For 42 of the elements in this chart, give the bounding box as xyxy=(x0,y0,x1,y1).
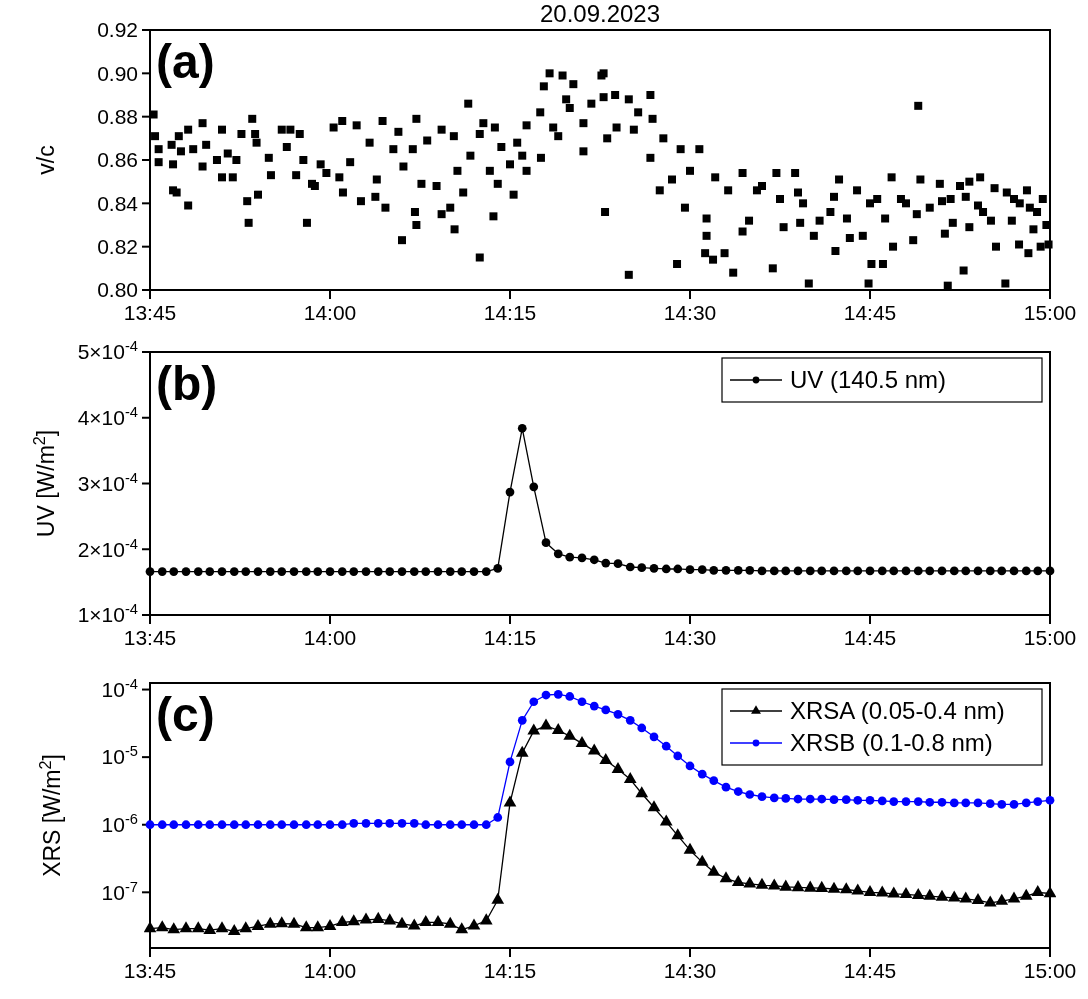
y-tick-label: 0.88 xyxy=(97,105,138,129)
x-tick-label: 14:30 xyxy=(663,301,717,324)
annotation: (b) xyxy=(156,357,218,410)
legend-label: XRSA (0.05-0.4 nm) xyxy=(790,697,1005,725)
x-tick-label: 14:45 xyxy=(843,301,897,324)
x-tick-label: 14:00 xyxy=(303,959,357,982)
y-tick-label: 3×10$^{-4}$ xyxy=(77,469,138,495)
y-tick-label: 5×10$^{-4}$ xyxy=(77,338,138,364)
x-tick-label: 15:00 xyxy=(1023,626,1077,649)
chart-title: 20.09.2023 xyxy=(539,0,661,27)
y-tick-label: 10$^{-7}$ xyxy=(101,878,138,904)
y-tick-label: 10$^{-4}$ xyxy=(101,675,138,701)
x-tick-label: 14:15 xyxy=(483,959,537,982)
annotation: (a) xyxy=(156,35,215,88)
x-tick-label: 15:00 xyxy=(1023,301,1077,324)
y-tick-label: 1×10$^{-4}$ xyxy=(77,601,138,627)
y-tick-label: 0.82 xyxy=(97,235,138,259)
x-tick-label: 14:00 xyxy=(303,301,357,324)
y-tick-label: 0.92 xyxy=(97,18,138,42)
x-tick-label: 13:45 xyxy=(123,301,177,324)
legend-label: UV (140.5 nm) xyxy=(790,366,947,394)
x-tick-label: 13:45 xyxy=(123,959,177,982)
x-tick-label: 13:45 xyxy=(123,626,177,649)
x-tick-label: 14:45 xyxy=(843,959,897,982)
y-tick-label: 0.80 xyxy=(97,278,138,302)
y-tick-label: 4×10$^{-4}$ xyxy=(77,404,138,430)
y-tick-label: 10$^{-5}$ xyxy=(101,743,138,769)
y-axis-title: v/c xyxy=(33,145,59,175)
x-tick-label: 14:15 xyxy=(483,626,537,649)
y-tick-label: 0.90 xyxy=(97,61,138,85)
x-tick-label: 15:00 xyxy=(1023,959,1077,982)
y-tick-label: 10$^{-6}$ xyxy=(101,811,138,837)
x-tick-label: 14:30 xyxy=(663,626,717,649)
y-tick-label: 0.86 xyxy=(97,148,138,172)
x-tick-label: 14:45 xyxy=(843,626,897,649)
y-tick-label: 0.84 xyxy=(97,191,139,215)
x-tick-label: 14:15 xyxy=(483,301,537,324)
y-tick-label: 2×10$^{-4}$ xyxy=(77,535,138,561)
x-tick-label: 14:00 xyxy=(303,626,357,649)
x-tick-label: 14:30 xyxy=(663,959,717,982)
legend-label: XRSB (0.1-0.8 nm) xyxy=(790,729,993,757)
annotation: (c) xyxy=(156,688,215,741)
